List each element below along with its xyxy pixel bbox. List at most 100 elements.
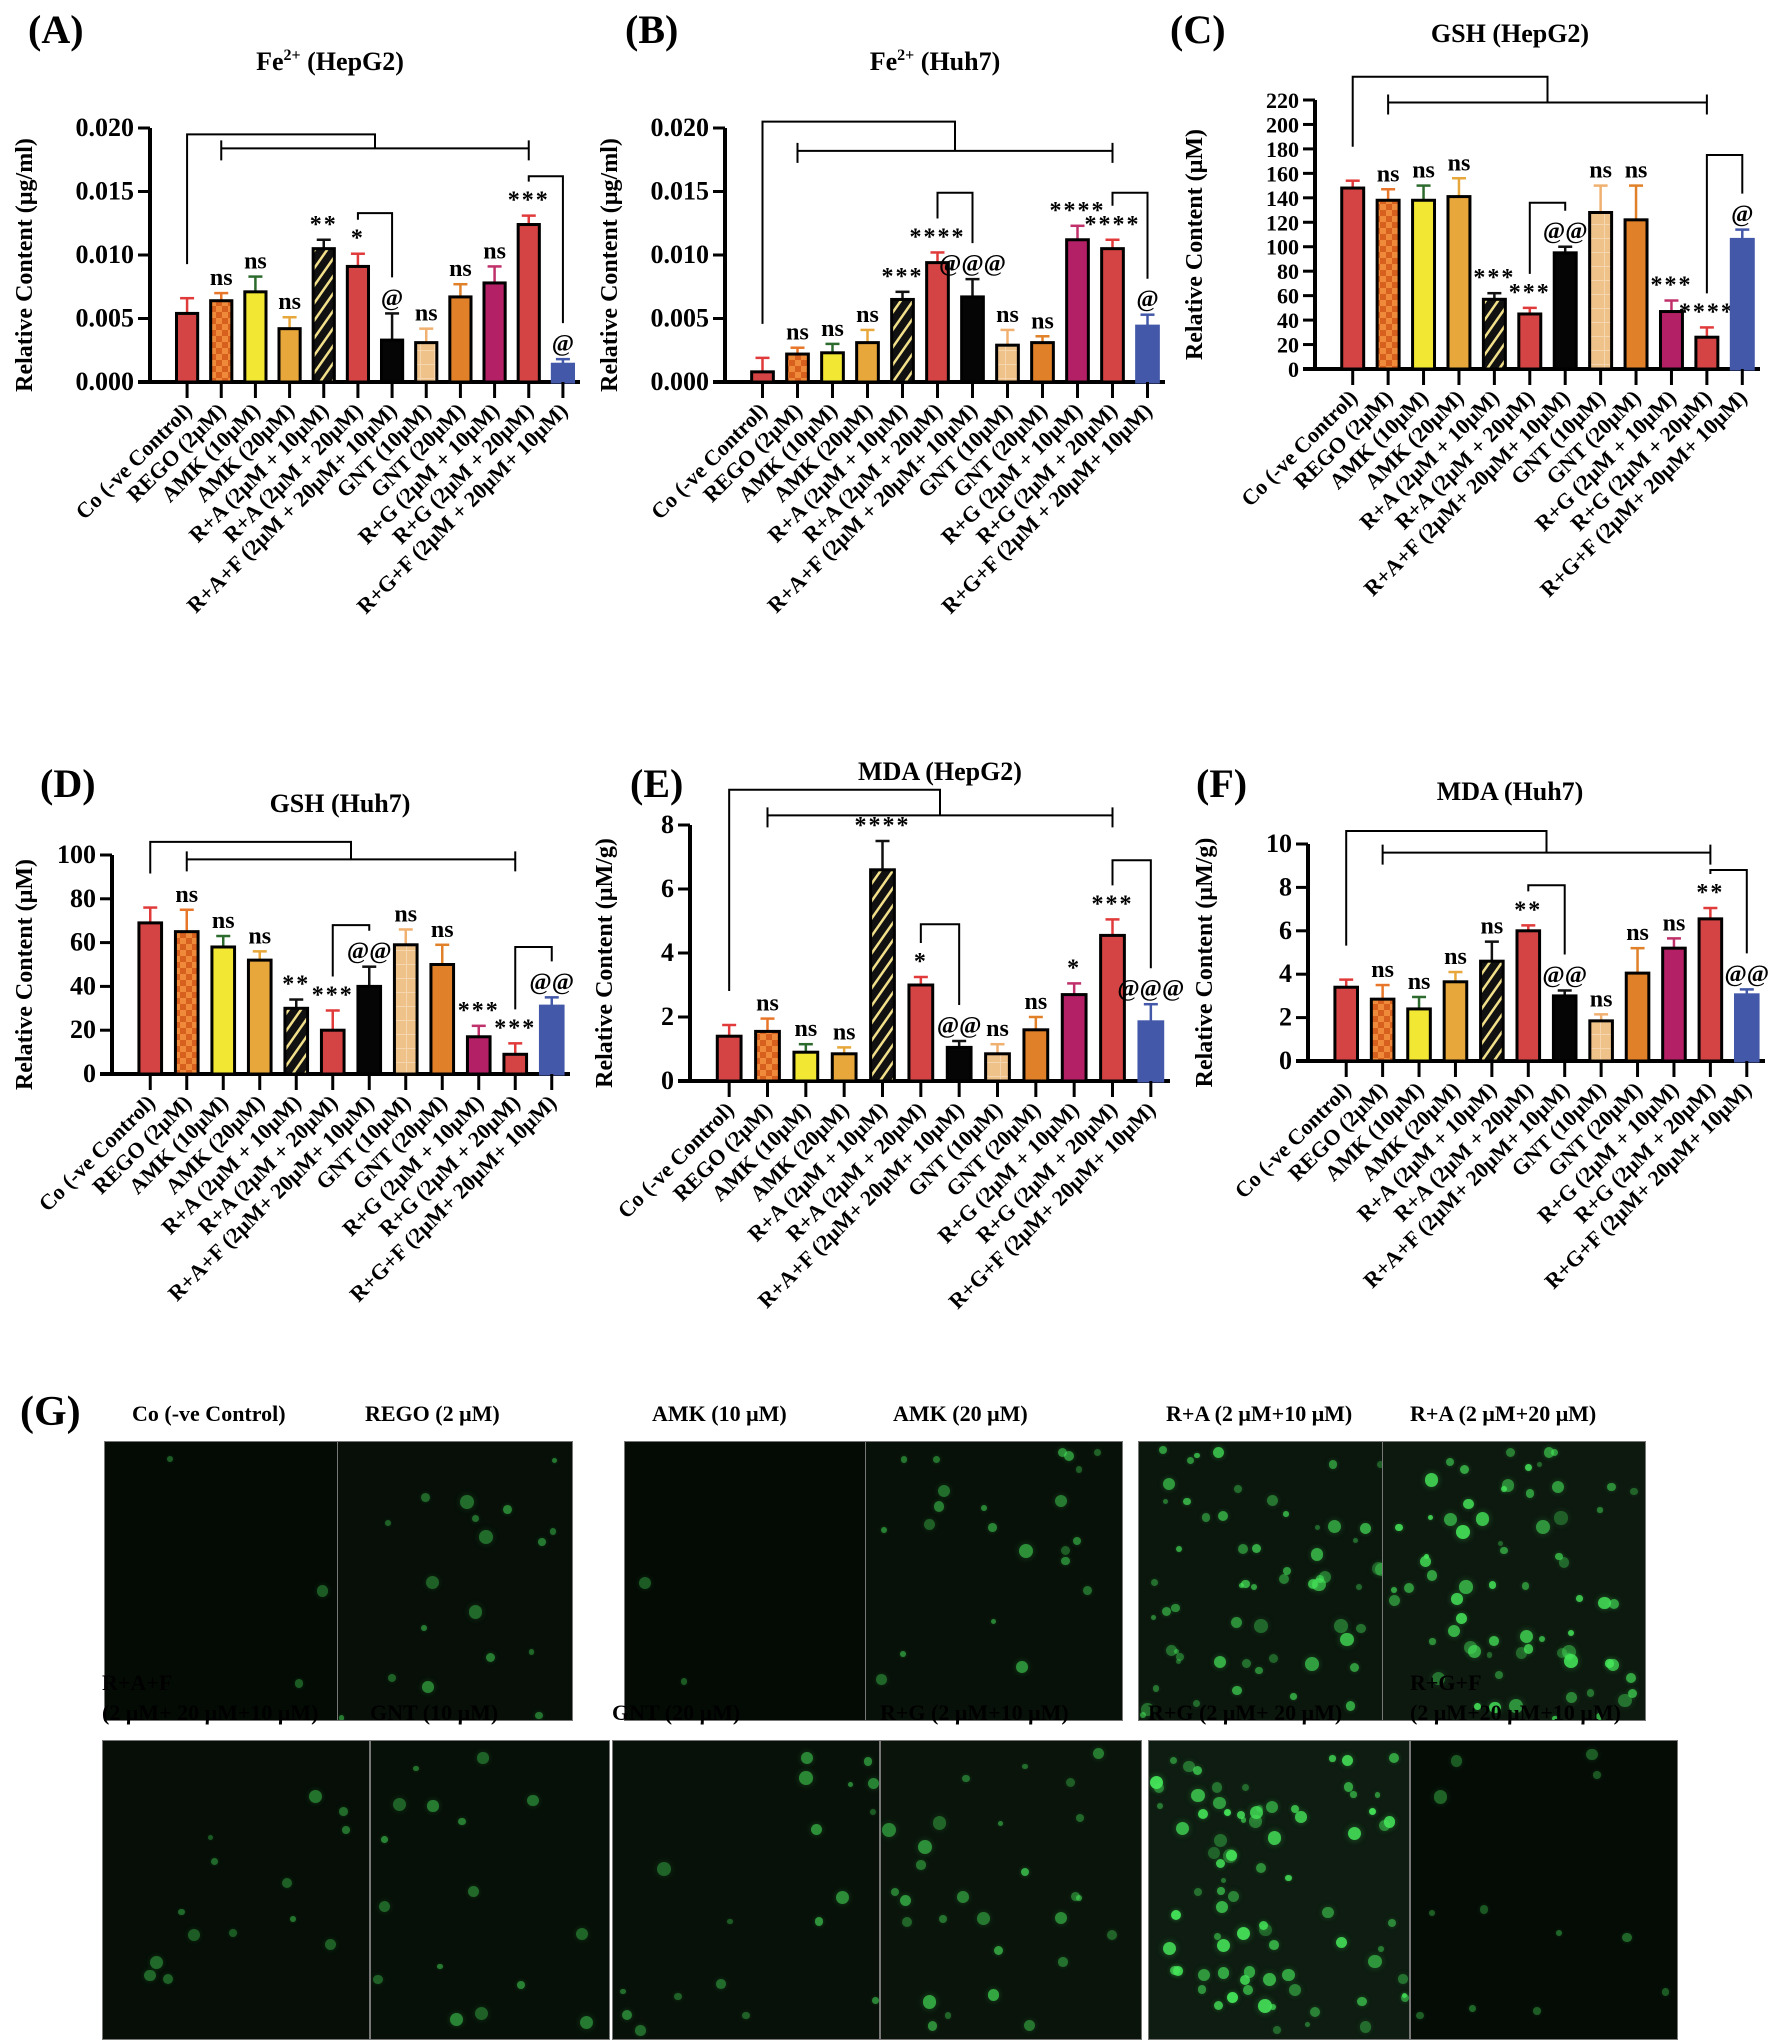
bar [1030,341,1055,384]
pairwise-bracket [331,924,371,977]
pairwise-bracket [527,175,564,324]
y-tick-label: 4 [661,938,674,967]
significance-label: * [914,949,928,975]
bar [785,352,810,384]
significance-label: ns [996,302,1019,328]
significance-label: ns [415,301,438,327]
microscopy-label-line1: R+G+F [1410,1670,1482,1695]
bar [1729,237,1755,371]
y-tick-label: 0.015 [76,177,135,206]
significance-label: ns [1663,910,1686,936]
bar [960,295,985,384]
y-tick-label: 80 [1277,259,1299,284]
significance-label: ns [1481,914,1504,940]
significance-label: ns [394,901,417,927]
bar [984,1052,1011,1083]
pairwise-bracket [1527,884,1566,955]
microscopy-label: GNT (20 μM) [612,1700,741,1725]
significance-label: ns [248,923,271,949]
pairwise-bracket [1705,154,1744,294]
significance-label: ns [449,256,472,282]
significance-label: **** [855,813,911,839]
chart-panel-e: (E) MDA (HepG2) Relative Content (µM/g) 0 2… [580,740,1184,1380]
microscopy-label: REGO (2 μM) [365,1401,500,1426]
bar-chart-fe-huh7: Fe2+ (Huh7) Relative Content (µg/ml) 0.000… [597,47,1165,619]
bar [830,1052,858,1083]
bar [550,362,576,384]
significance-label: ns [175,882,198,908]
significance-label: ns [431,917,454,943]
significance-label: @@ [529,969,574,995]
bar [516,223,541,384]
bar [1065,238,1090,384]
significance-label: ns [821,316,844,342]
fluorescence-micrograph [1138,1441,1388,1721]
y-tick-label: 6 [1279,916,1292,945]
chart-title: GSH (Huh7) [270,789,411,818]
bar [1479,959,1505,1063]
fluorescence-micrograph [1410,1740,1678,2040]
bar [1734,993,1760,1063]
bar [356,984,383,1076]
significance-label: ns [1626,920,1649,946]
y-axis-label: Relative Content (µM/g) [1192,838,1218,1088]
y-axis-label: Relative Content (µM) [12,859,38,1090]
bar [1022,1028,1050,1083]
chart-panel-a: (A) Fe2+ (HepG2) Relative Content (µg/ml)… [0,0,590,740]
y-axis-label: Relative Content (µg/ml) [597,138,623,392]
microscopy-label: AMK (10 μM) [652,1401,787,1426]
significance-label: @ [1136,287,1158,313]
bar [1588,1019,1614,1063]
microscopy-panel-g: (G) Co (-ve Control) REGO (2 μM) AMK (10 μ… [0,1380,1772,2040]
significance-label: ns [212,908,235,934]
fluorescence-micrograph [104,1441,354,1721]
comparison-bracket [728,788,941,991]
y-tick-label: 0.020 [651,113,710,142]
y-tick-label: 120 [1266,210,1299,235]
bar [1661,946,1687,1063]
bar [429,963,456,1076]
bar [792,1050,820,1083]
significance-label: *** [1650,273,1692,299]
fluorescence-micrograph [370,1740,610,2040]
significance-label: *** [458,998,500,1024]
bar [945,1045,973,1083]
significance-label: *** [312,982,354,1008]
bar [502,1052,529,1076]
comparison-bracket [1387,94,1708,115]
bar [414,341,439,384]
significance-label: ns [483,238,506,264]
bar [1099,933,1126,1083]
microscopy-label: (2 μM+ 20 μM+10 μM) [102,1700,319,1725]
significance-label: ** [1514,897,1542,923]
y-tick-label: 2 [1279,1003,1292,1032]
pairwise-bracket [514,945,553,1010]
y-tick-label: 220 [1266,88,1299,113]
panel-letter-f: (F) [1196,761,1248,806]
significance-label: **** [910,224,966,250]
bar [283,1006,310,1076]
y-axis-label: Relative Content (µM/g) [592,838,618,1088]
bar [243,290,268,384]
significance-label: ** [1696,880,1724,906]
bar [1517,312,1543,371]
bar [907,983,935,1083]
y-tick-label: 8 [661,810,674,839]
bar-chart-mda-hepg2: MDA (HepG2)Relative Content (µM/g) 02468C… [592,757,1184,1314]
y-tick-label: 0 [661,1066,674,1095]
bar [1694,335,1720,371]
bar [1137,1020,1165,1083]
bar [820,351,845,384]
bar [379,338,405,384]
comparison-bracket [761,120,956,324]
microscopy-label: R+G (2 μM+10 μM) [880,1700,1069,1725]
pairwise-bracket [1111,191,1149,279]
y-tick-label: 100 [1266,235,1299,260]
significance-label: ns [986,1016,1009,1042]
significance-label: ns [756,991,779,1017]
chart-title: Fe2+ (Huh7) [870,47,1001,76]
bar [1588,210,1614,371]
y-tick-label: 60 [1277,284,1299,309]
significance-label: ns [1444,944,1467,970]
significance-label: *** [1473,265,1515,291]
